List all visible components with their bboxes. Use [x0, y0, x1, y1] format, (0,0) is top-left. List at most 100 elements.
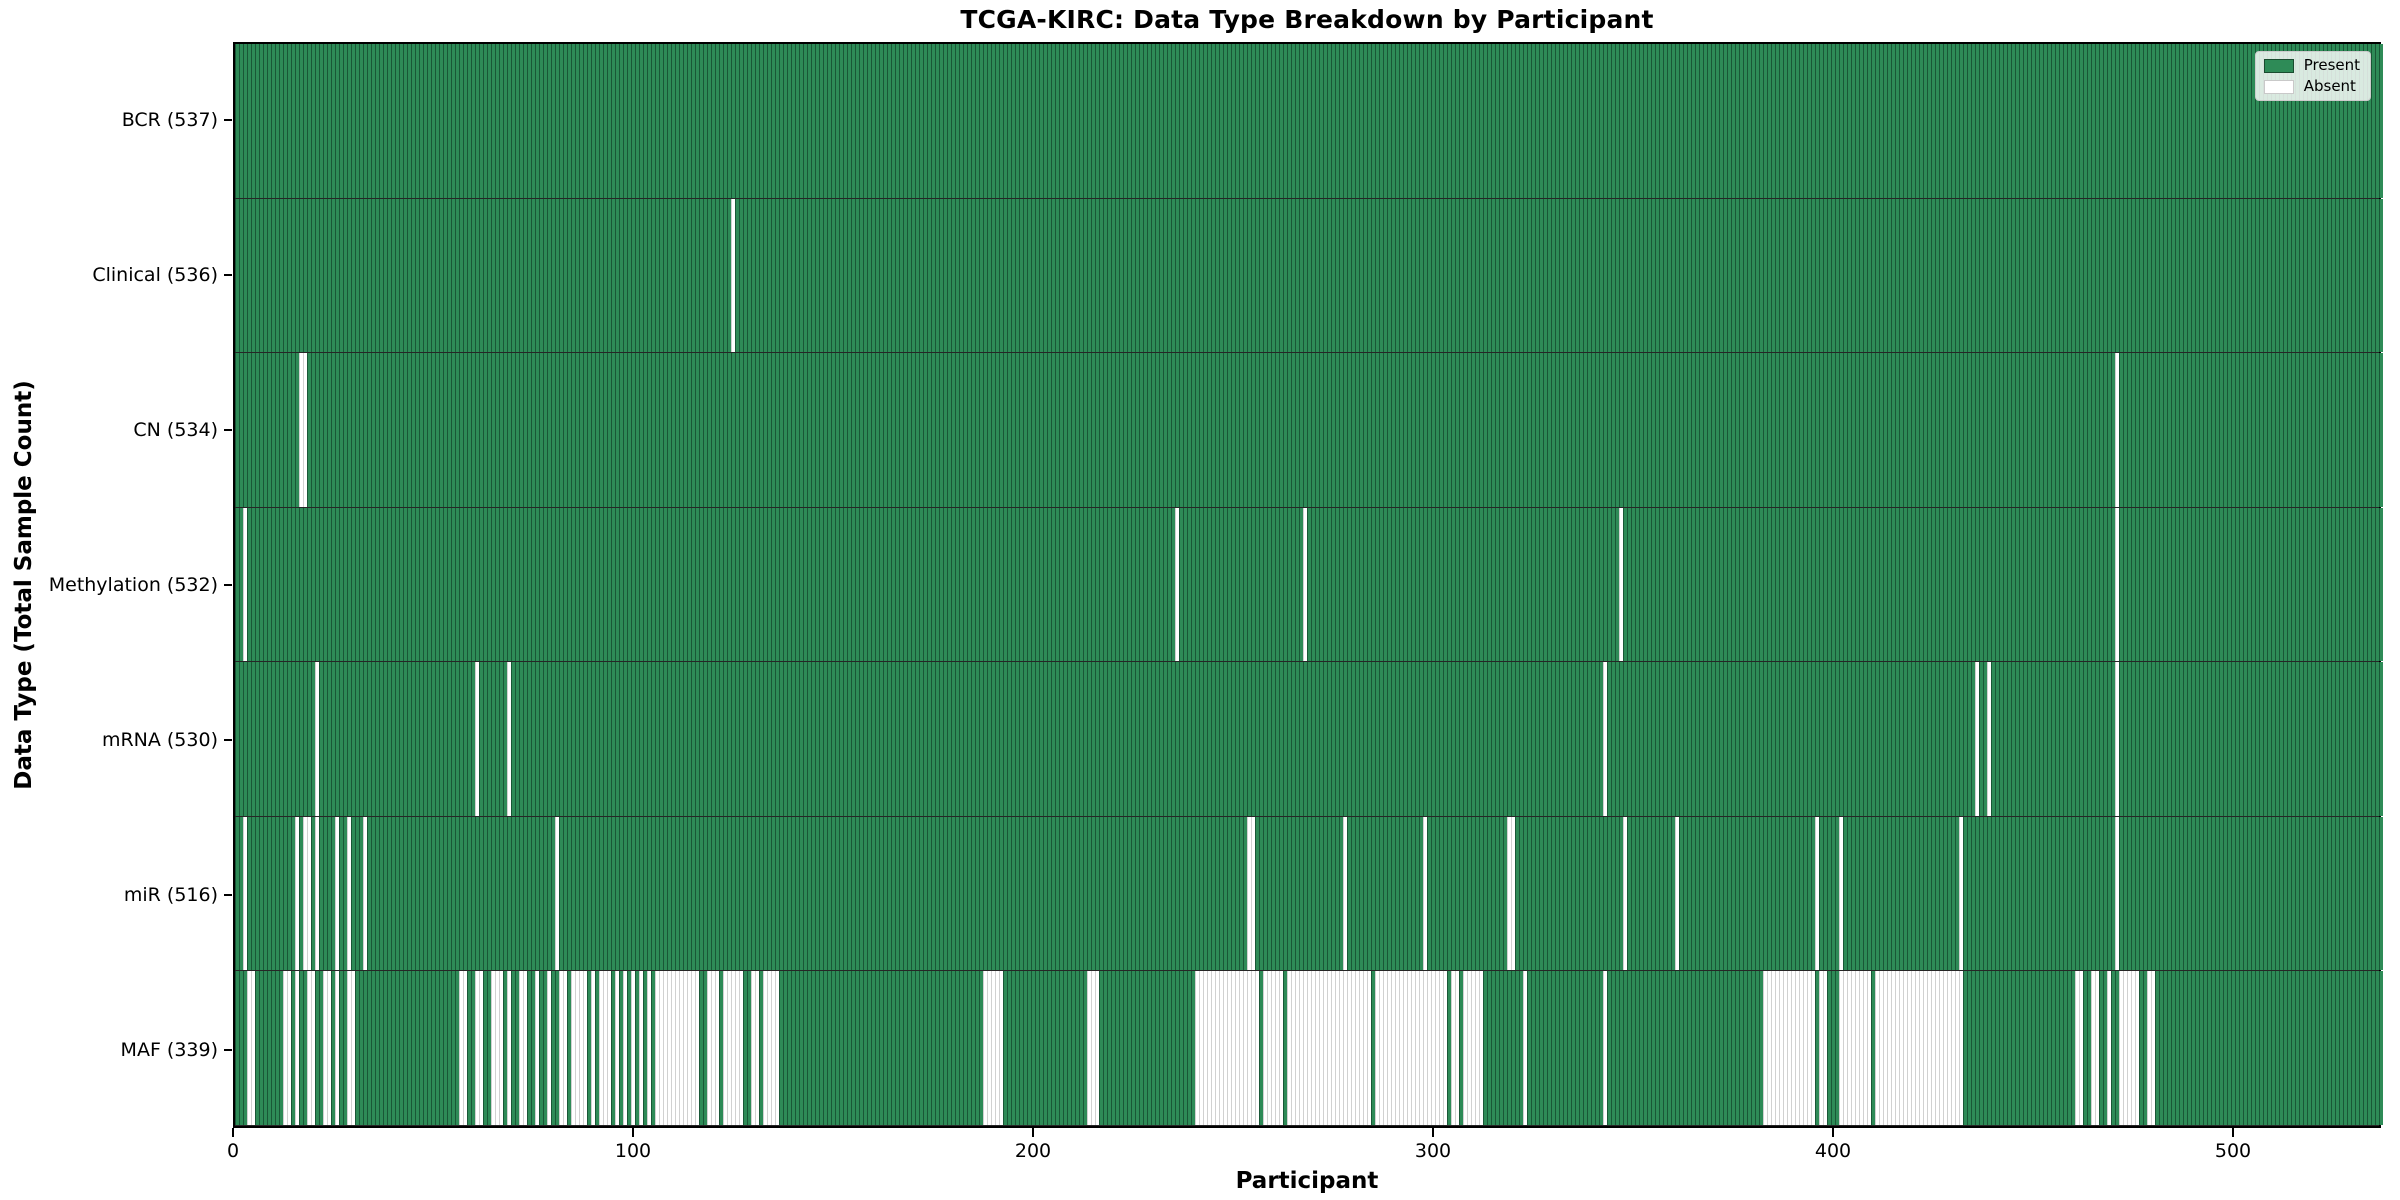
present-bar: [2279, 507, 2283, 662]
absent-bar: [1251, 971, 1255, 1126]
present-bar: [1791, 353, 1795, 507]
present-bar: [1171, 44, 1175, 198]
present-bar: [1971, 507, 1975, 662]
present-bar: [2027, 353, 2031, 507]
present-bar: [1207, 662, 1211, 816]
present-bar: [419, 198, 423, 353]
absent-bar: [1675, 816, 1679, 971]
present-bar: [1403, 353, 1407, 507]
present-bar: [1231, 662, 1235, 816]
absent-bar: [1367, 971, 1371, 1126]
present-bar: [1587, 353, 1591, 507]
present-bar: [1703, 198, 1707, 353]
present-bar: [1271, 198, 1275, 353]
present-bar: [1127, 44, 1131, 198]
present-bar: [595, 198, 599, 353]
present-bar: [1703, 816, 1707, 971]
present-bar: [1939, 507, 1943, 662]
present-bar: [1963, 44, 1967, 198]
present-bar: [1603, 198, 1607, 353]
present-bar: [1087, 353, 1091, 507]
present-bar: [983, 44, 987, 198]
present-bar: [471, 662, 475, 816]
present-bar: [871, 198, 875, 353]
present-bar: [1567, 44, 1571, 198]
present-bar: [831, 198, 835, 353]
present-bar: [239, 507, 243, 662]
present-bar: [1071, 44, 1075, 198]
present-bar: [955, 971, 959, 1126]
present-bar: [455, 44, 459, 198]
present-bar: [403, 198, 407, 353]
present-bar: [1927, 507, 1931, 662]
present-bar: [2059, 662, 2063, 816]
absent-bar: [1383, 971, 1387, 1126]
present-bar: [1995, 971, 1999, 1126]
present-bar: [883, 44, 887, 198]
present-bar: [2243, 353, 2247, 507]
present-bar: [551, 662, 555, 816]
present-bar: [1179, 507, 1183, 662]
present-bar: [619, 971, 623, 1126]
present-bar: [2123, 198, 2127, 353]
present-bar: [1591, 662, 1595, 816]
present-bar: [1615, 662, 1619, 816]
absent-bar: [1207, 971, 1211, 1126]
present-bar: [1923, 353, 1927, 507]
present-bar: [1011, 198, 1015, 353]
present-bar: [1131, 353, 1135, 507]
present-bar: [1151, 44, 1155, 198]
present-bar: [1947, 353, 1951, 507]
present-bar: [2219, 662, 2223, 816]
present-bar: [2159, 971, 2163, 1126]
present-bar: [291, 662, 295, 816]
present-bar: [443, 353, 447, 507]
present-bar: [2235, 971, 2239, 1126]
present-bar: [2299, 816, 2303, 971]
present-bar: [1155, 507, 1159, 662]
present-bar: [1743, 816, 1747, 971]
present-bar: [1527, 971, 1531, 1126]
present-bar: [691, 662, 695, 816]
present-bar: [1611, 44, 1615, 198]
present-bar: [1639, 816, 1643, 971]
present-bar: [1435, 507, 1439, 662]
absent-bar: [1815, 816, 1819, 971]
present-bar: [1471, 353, 1475, 507]
present-bar: [527, 816, 531, 971]
present-bar: [1835, 662, 1839, 816]
absent-bar: [1843, 971, 1847, 1126]
present-bar: [2071, 44, 2075, 198]
present-bar: [635, 44, 639, 198]
x-tick-mark: [1032, 1128, 1034, 1137]
present-bar: [879, 971, 883, 1126]
present-bar: [875, 971, 879, 1126]
absent-bar: [1335, 971, 1339, 1126]
absent-bar: [1851, 971, 1855, 1126]
absent-bar: [1603, 662, 1607, 816]
present-bar: [2311, 507, 2315, 662]
present-bar: [1387, 662, 1391, 816]
present-bar: [1199, 353, 1203, 507]
present-bar: [1675, 507, 1679, 662]
present-bar: [1223, 507, 1227, 662]
present-bar: [987, 816, 991, 971]
present-bar: [1895, 353, 1899, 507]
present-bar: [1031, 353, 1035, 507]
present-bar: [1099, 662, 1103, 816]
present-bar: [1311, 198, 1315, 353]
present-bar: [1335, 816, 1339, 971]
present-bar: [2335, 44, 2339, 198]
present-bar: [787, 507, 791, 662]
present-bar: [311, 44, 315, 198]
present-bar: [1463, 198, 1467, 353]
present-bar: [2191, 971, 2195, 1126]
present-bar: [279, 353, 283, 507]
absent-bar: [735, 971, 739, 1126]
present-bar: [1567, 353, 1571, 507]
present-bar: [1155, 662, 1159, 816]
present-bar: [2135, 816, 2139, 971]
present-bar: [699, 816, 703, 971]
present-bar: [1271, 816, 1275, 971]
present-bar: [267, 971, 271, 1126]
